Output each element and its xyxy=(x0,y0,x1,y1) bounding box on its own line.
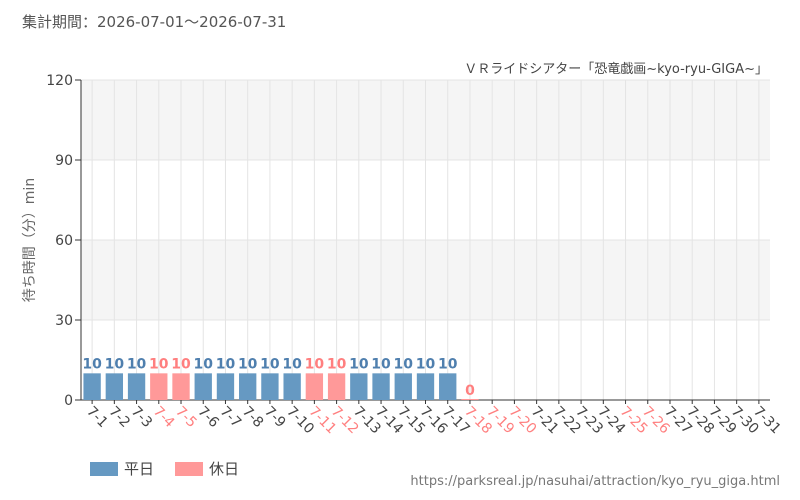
bar-7-8 xyxy=(239,373,257,400)
bar-value-label: 10 xyxy=(416,356,436,372)
bar-7-18 xyxy=(461,399,479,400)
period-label: 集計期間：2026-07-01〜2026-07-31 xyxy=(22,13,287,31)
bar-value-label: 0 xyxy=(465,383,475,399)
x-tick-label: 7-4 xyxy=(150,404,178,432)
bar-7-2 xyxy=(105,373,124,400)
x-tick-label: 7-7 xyxy=(217,404,244,431)
bar-value-label: 10 xyxy=(394,356,414,372)
bar-7-6 xyxy=(194,373,212,400)
y-tick-label: 30 xyxy=(55,313,73,329)
y-tick-label: 60 xyxy=(55,233,73,249)
bar-7-12 xyxy=(327,373,346,400)
legend-swatch-holiday xyxy=(175,461,203,476)
legend-item-holiday[interactable]: 休日 xyxy=(175,458,239,479)
x-tick-label: 7-8 xyxy=(239,404,266,431)
y-tick-label: 0 xyxy=(64,393,73,409)
bar-value-label: 10 xyxy=(327,356,347,372)
bar-value-label: 10 xyxy=(105,356,125,372)
bar-value-label: 10 xyxy=(438,356,458,372)
x-tick-label: 7-6 xyxy=(194,404,222,432)
bar-value-label: 10 xyxy=(149,356,169,372)
bar-value-label: 10 xyxy=(171,356,191,372)
bar-value-label: 10 xyxy=(82,356,102,372)
bar-value-label: 10 xyxy=(216,356,236,372)
bar-value-label: 10 xyxy=(260,356,280,372)
x-tick-label: 7-2 xyxy=(106,404,133,431)
bar-value-label: 10 xyxy=(349,356,369,372)
x-tick-label: 7-1 xyxy=(83,404,110,431)
bar-7-5 xyxy=(172,373,190,400)
bar-value-label: 10 xyxy=(371,356,391,372)
bar-value-label: 10 xyxy=(238,356,258,372)
bar-7-7 xyxy=(216,373,235,400)
x-tick-label: 7-9 xyxy=(261,404,288,431)
bar-7-4 xyxy=(150,373,168,400)
y-tick-label: 120 xyxy=(46,73,73,89)
bar-7-15 xyxy=(394,373,412,400)
x-tick-label: 7-5 xyxy=(172,404,199,431)
bar-value-label: 10 xyxy=(305,356,325,372)
source-url[interactable]: https://parksreal.jp/nasuhai/attraction/… xyxy=(410,474,780,489)
legend-swatch-weekday xyxy=(90,461,118,476)
y-tick-label: 90 xyxy=(55,153,73,169)
bar-value-label: 10 xyxy=(282,356,302,372)
bar-7-9 xyxy=(261,373,279,400)
bar-7-17 xyxy=(439,373,457,400)
bar-7-10 xyxy=(283,373,301,400)
legend-item-weekday[interactable]: 平日 xyxy=(90,458,154,479)
legend-label-weekday: 平日 xyxy=(124,460,155,478)
bar-7-13 xyxy=(350,373,368,400)
x-tick-label: 7-3 xyxy=(128,404,155,431)
bar-value-label: 10 xyxy=(127,356,147,372)
y-axis-label: 待ち時間（分）min xyxy=(22,178,38,302)
legend-label-holiday: 休日 xyxy=(209,460,240,478)
chart-title: ＶＲライドシアター「恐竜戯画~kyo-ryu-GIGA~」 xyxy=(464,62,768,77)
bar-7-3 xyxy=(127,373,146,400)
bar-7-11 xyxy=(305,373,324,400)
bar-7-1 xyxy=(83,373,101,400)
bar-value-label: 10 xyxy=(193,356,213,372)
bar-7-14 xyxy=(372,373,390,400)
bar-7-16 xyxy=(416,373,435,400)
